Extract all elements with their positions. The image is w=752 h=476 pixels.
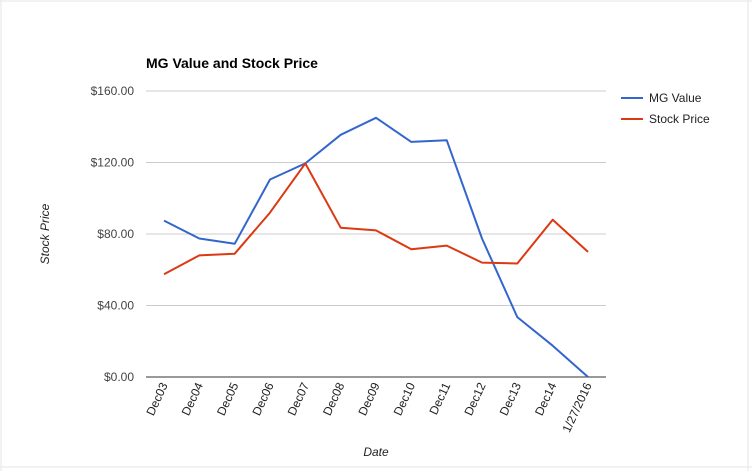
y-tick-label: $0.00 [104, 370, 134, 384]
y-tick-label: $120.00 [91, 156, 135, 170]
y-tick-label: $160.00 [91, 84, 135, 98]
y-tick-label: $80.00 [97, 227, 134, 241]
y-axis-label: Stock Price [38, 203, 52, 264]
x-axis-label: Date [363, 445, 389, 459]
y-tick-label: $40.00 [97, 299, 134, 313]
legend-label: Stock Price [649, 112, 710, 126]
chart-title: MG Value and Stock Price [146, 55, 318, 71]
legend-label: MG Value [649, 91, 702, 105]
